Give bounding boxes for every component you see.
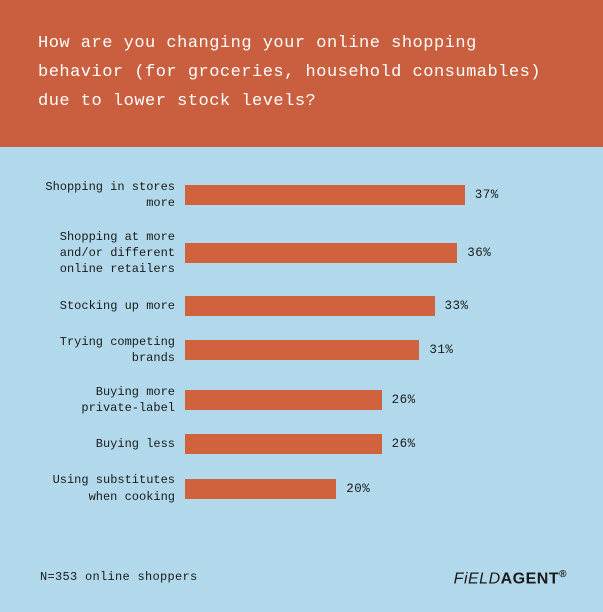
bar-label: Shopping at more and/or different online… bbox=[40, 229, 185, 278]
bar-value: 31% bbox=[429, 343, 453, 357]
bar-fill bbox=[185, 390, 382, 410]
brand-logo: FiELDAGENT® bbox=[454, 569, 567, 588]
brand-reg: ® bbox=[559, 569, 567, 580]
bar-value: 20% bbox=[346, 482, 370, 496]
bar-value: 26% bbox=[392, 393, 416, 407]
header-title: How are you changing your online shoppin… bbox=[38, 30, 565, 117]
bar-fill bbox=[185, 434, 382, 454]
bar-label: Trying competing brands bbox=[40, 334, 185, 366]
bar-fill bbox=[185, 185, 465, 205]
bar-fill bbox=[185, 340, 419, 360]
bar-row: Trying competing brands 31% bbox=[40, 334, 563, 366]
bar-fill bbox=[185, 296, 435, 316]
bar-row: Buying less 26% bbox=[40, 434, 563, 454]
bar-label: Stocking up more bbox=[40, 298, 185, 314]
bar-track: 36% bbox=[185, 243, 563, 263]
bar-value: 33% bbox=[445, 299, 469, 313]
bar-track: 26% bbox=[185, 434, 563, 454]
footnote-text: N=353 online shoppers bbox=[40, 570, 198, 584]
bar-label: Buying less bbox=[40, 436, 185, 452]
header-panel: How are you changing your online shoppin… bbox=[0, 0, 603, 147]
bar-value: 37% bbox=[475, 188, 499, 202]
bar-label: Shopping in stores more bbox=[40, 179, 185, 211]
brand-part2: AGENT bbox=[501, 570, 560, 587]
bar-fill bbox=[185, 479, 336, 499]
infographic-container: How are you changing your online shoppin… bbox=[0, 0, 603, 612]
bar-value: 26% bbox=[392, 437, 416, 451]
chart-area: Shopping in stores more 37% Shopping at mo… bbox=[0, 147, 603, 505]
bar-row: Buying more private-label 26% bbox=[40, 384, 563, 416]
bar-row: Shopping in stores more 37% bbox=[40, 179, 563, 211]
bar-label: Using substitutes when cooking bbox=[40, 472, 185, 504]
bar-row: Shopping at more and/or different online… bbox=[40, 229, 563, 278]
bar-track: 20% bbox=[185, 479, 563, 499]
bar-row: Using substitutes when cooking 20% bbox=[40, 472, 563, 504]
bar-value: 36% bbox=[467, 246, 491, 260]
bar-track: 37% bbox=[185, 185, 563, 205]
bar-track: 26% bbox=[185, 390, 563, 410]
bar-track: 33% bbox=[185, 296, 563, 316]
brand-part1: FiELD bbox=[454, 570, 501, 587]
bar-track: 31% bbox=[185, 340, 563, 360]
bar-label: Buying more private-label bbox=[40, 384, 185, 416]
bar-row: Stocking up more 33% bbox=[40, 296, 563, 316]
bar-fill bbox=[185, 243, 457, 263]
